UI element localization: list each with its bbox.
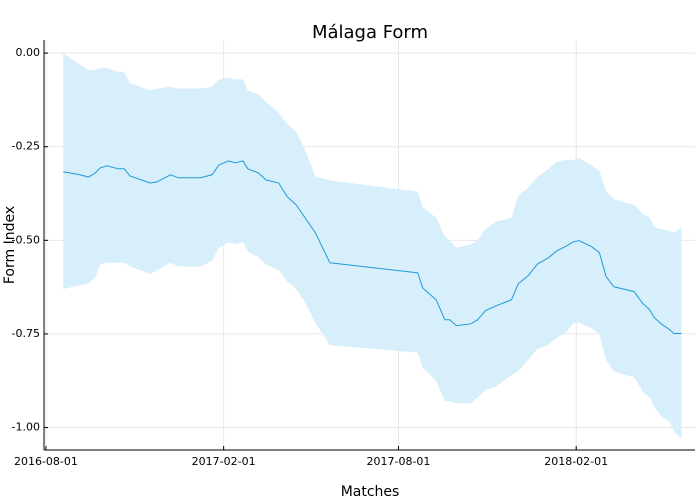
y-tick-label: -1.00 (12, 421, 40, 434)
y-tick-label: -0.25 (12, 140, 40, 153)
x-axis-title: Matches (341, 484, 400, 500)
chart-title: Málaga Form (312, 22, 428, 43)
x-tick-label: 2017-08-01 (367, 455, 431, 468)
y-tick-label: -0.75 (12, 327, 40, 340)
x-tick-label: 2016-08-01 (14, 455, 78, 468)
x-tick-label: 2017-02-01 (192, 455, 256, 468)
y-tick-label: -0.50 (12, 233, 40, 246)
x-tick-label: 2018-02-01 (544, 455, 608, 468)
form-line (63, 160, 682, 335)
y-axis-title: Form Index (2, 206, 18, 284)
confidence-band (63, 53, 682, 439)
y-tick-label: 0.00 (16, 46, 41, 59)
